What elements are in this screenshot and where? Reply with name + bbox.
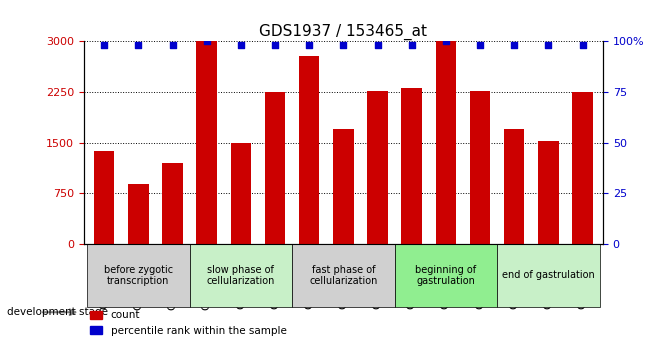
Bar — [230, 142, 251, 244]
Bar — [162, 163, 183, 244]
Point — [474, 43, 485, 48]
Point — [338, 43, 348, 48]
FancyBboxPatch shape — [395, 244, 497, 307]
Point — [440, 39, 451, 44]
Title: GDS1937 / 153465_at: GDS1937 / 153465_at — [259, 24, 427, 40]
Text: end of gastrulation: end of gastrulation — [502, 270, 595, 280]
Bar — [367, 91, 388, 244]
Point — [168, 43, 178, 48]
Text: before zygotic
transcription: before zygotic transcription — [104, 265, 173, 286]
FancyBboxPatch shape — [190, 244, 292, 307]
Point — [99, 43, 110, 48]
Point — [202, 39, 212, 44]
Text: fast phase of
cellularization: fast phase of cellularization — [309, 265, 378, 286]
Text: development stage: development stage — [7, 307, 108, 317]
Text: slow phase of
cellularization: slow phase of cellularization — [207, 265, 275, 286]
Bar — [436, 41, 456, 244]
Point — [236, 43, 247, 48]
Bar — [128, 185, 149, 244]
Bar — [538, 141, 559, 244]
FancyBboxPatch shape — [497, 244, 600, 307]
Bar — [196, 41, 217, 244]
Point — [133, 43, 144, 48]
FancyBboxPatch shape — [292, 244, 395, 307]
Bar — [265, 92, 285, 244]
Legend: count, percentile rank within the sample: count, percentile rank within the sample — [86, 306, 291, 340]
Bar — [504, 129, 525, 244]
Point — [543, 43, 553, 48]
Point — [372, 43, 383, 48]
FancyBboxPatch shape — [87, 244, 190, 307]
Point — [270, 43, 281, 48]
Point — [577, 43, 588, 48]
Bar — [333, 129, 354, 244]
Point — [304, 43, 315, 48]
Text: beginning of
gastrulation: beginning of gastrulation — [415, 265, 476, 286]
Bar — [572, 92, 593, 244]
Bar — [299, 56, 320, 244]
Bar — [94, 151, 115, 244]
Point — [406, 43, 417, 48]
Bar — [470, 91, 490, 244]
Bar — [401, 88, 422, 244]
Point — [509, 43, 519, 48]
